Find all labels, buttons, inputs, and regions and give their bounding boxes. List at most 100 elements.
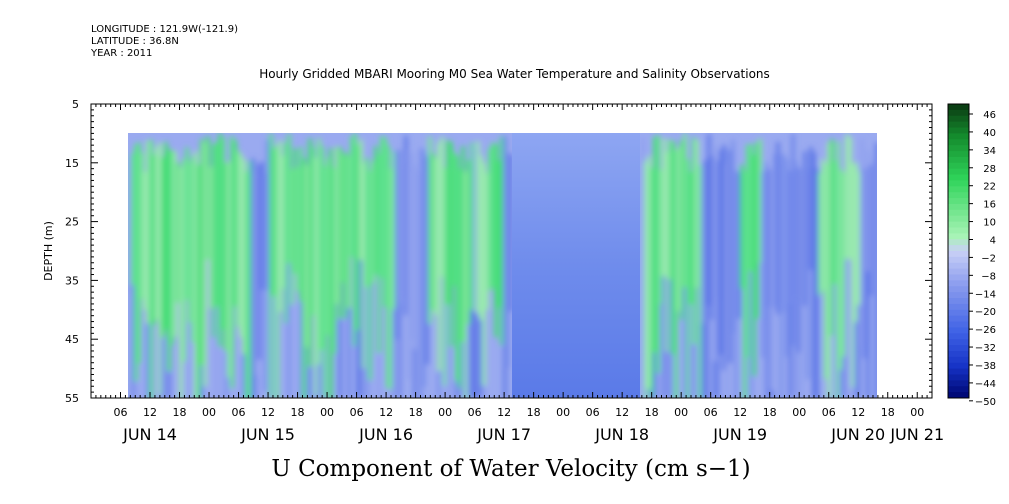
colorbar-label: −14 (975, 289, 996, 300)
heatmap-cell (875, 142, 877, 398)
colorbar-label: 4 (990, 235, 996, 246)
colorbar-cell (948, 280, 969, 287)
heatmap-cell (152, 154, 156, 325)
heatmap-cell (392, 151, 396, 310)
colorbar-cell (948, 180, 969, 187)
heatmap-cell (857, 304, 861, 398)
heatmap-cell (170, 150, 174, 345)
heatmap-cell (479, 155, 483, 320)
heatmap-cell (701, 162, 705, 324)
heatmap-cell (767, 307, 771, 398)
heatmap-cell (686, 159, 690, 398)
heatmap-cell (677, 147, 681, 311)
heatmap-cell (233, 140, 237, 307)
colorbar-cell (948, 203, 969, 211)
colorbar-label: 16 (983, 200, 996, 211)
colorbar-cell (948, 145, 969, 152)
heatmap-cell (281, 155, 285, 289)
heatmap-cell (314, 157, 318, 397)
heatmap-cell (680, 140, 684, 320)
x-hour-label: 12 (143, 406, 157, 419)
x-axis-label: U Component of Water Velocity (cm s−1) (271, 456, 750, 482)
heatmap-cell (353, 133, 357, 347)
heatmap-cell (827, 142, 831, 398)
colorbar-cell (948, 345, 969, 352)
heatmap-cell (329, 148, 333, 398)
heatmap-cell (161, 157, 165, 338)
calm-zone (512, 133, 640, 398)
heatmap-cell (380, 136, 384, 278)
heatmap-cell (404, 135, 408, 316)
heatmap-cell (662, 138, 666, 277)
heatmap-cell (323, 166, 327, 398)
heatmap-cell (785, 159, 789, 357)
colorbar-cell (948, 121, 969, 129)
colorbar-cell (948, 233, 969, 240)
heatmap-cell (833, 284, 837, 398)
heatmap-cell (284, 143, 288, 324)
heatmap-cell (833, 160, 837, 285)
colorbar-cell (948, 156, 969, 164)
heatmap-cell (191, 156, 195, 343)
heatmap-cell (491, 142, 495, 288)
heatmap-cell (743, 171, 747, 398)
heatmap-cell (845, 134, 849, 259)
colorbar-cell (948, 209, 969, 217)
heatmap-cell (839, 169, 843, 370)
heatmap-cell (734, 170, 738, 398)
heatmap-cell (140, 152, 144, 299)
heatmap-cell (215, 142, 219, 307)
x-day-label: JUN 15 (240, 425, 295, 444)
heatmap-cell (215, 306, 219, 398)
colorbar-cell (948, 109, 969, 117)
colorbar-cell (948, 321, 969, 328)
heatmap-cell (410, 152, 414, 340)
heatmap-cell (770, 168, 774, 391)
x-hour-label: 06 (232, 406, 246, 419)
heatmap-cell (308, 138, 312, 367)
heatmap-cell (656, 135, 660, 374)
heatmap-cell (779, 153, 783, 398)
heatmap-cell (260, 161, 264, 290)
heatmap-cell (860, 138, 864, 347)
heatmap-cell (494, 144, 498, 338)
heatmap-cell (731, 139, 735, 334)
heatmap-cell (293, 148, 297, 274)
colorbar-cell (948, 368, 969, 375)
heatmap-cell (698, 165, 702, 398)
heatmap-cell (419, 148, 423, 398)
heatmap-cell (725, 164, 729, 398)
heatmap-cell (272, 296, 276, 398)
heatmap-cell (317, 364, 321, 398)
heatmap-cell (305, 165, 309, 347)
heatmap-cell (311, 147, 315, 316)
heatmap-cell (278, 140, 282, 312)
heatmap-cell (182, 158, 186, 362)
heatmap-cell (254, 171, 258, 376)
heatmap-cell (722, 144, 726, 371)
heatmap-cell (413, 348, 417, 398)
heatmap-cell (869, 165, 873, 296)
heatmap-cell (398, 303, 402, 398)
heatmap-cell (365, 157, 369, 288)
colorbar-cell (948, 215, 969, 223)
heatmap-cell (797, 168, 801, 353)
heatmap-cell (149, 139, 153, 398)
heatmap-cell (458, 168, 462, 389)
colorbar-cell (948, 104, 969, 111)
heatmap-cell (446, 140, 450, 305)
heatmap-cell (440, 136, 444, 277)
colorbar-cell (948, 298, 969, 305)
heatmap-cell (740, 164, 744, 289)
heatmap-cell (413, 164, 417, 349)
heatmap-cell (764, 323, 768, 398)
colorbar-cell (948, 339, 969, 346)
heatmap-cell (248, 161, 252, 398)
heatmap-cell (752, 154, 756, 377)
colorbar-cell (948, 115, 969, 123)
heatmap-cell (788, 170, 792, 304)
heatmap-cell (218, 133, 222, 347)
heatmap-cell (449, 142, 453, 347)
colorbar-cell (948, 256, 969, 264)
colorbar: 46 40 34 28 22 16 10 4 −2 −8 −14 −20 −26 −32 −38 −44 −50 (947, 103, 996, 408)
